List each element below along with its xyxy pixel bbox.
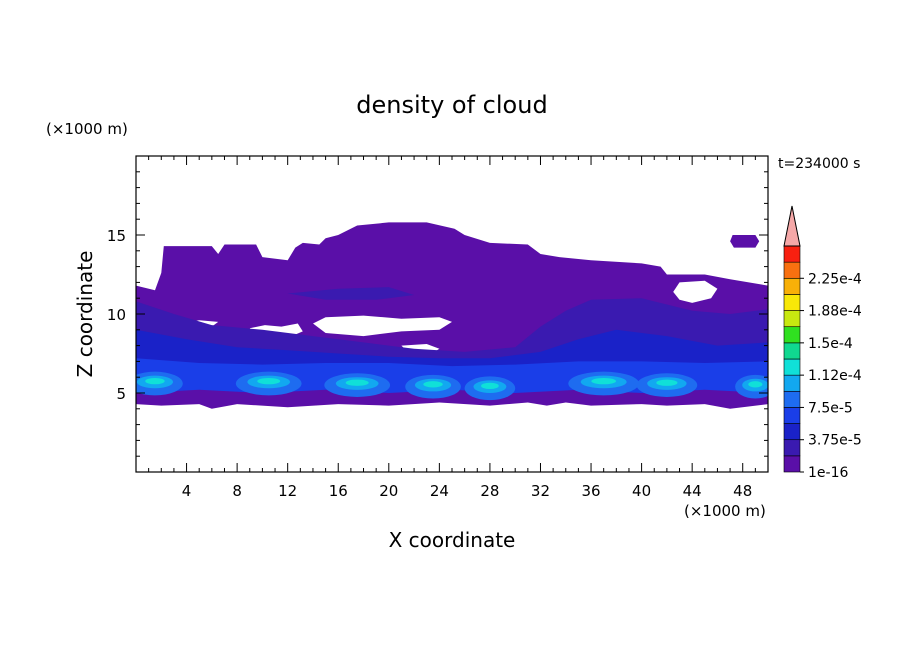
colorbar-label: 1.5e-4 <box>808 336 853 352</box>
x-tick-label: 8 <box>232 482 242 500</box>
colorbar-label: 1.12e-4 <box>808 368 862 384</box>
x-axis-label: X coordinate <box>389 528 516 552</box>
y-tick-label: 10 <box>107 306 126 324</box>
colorbar-swatch <box>783 358 801 376</box>
cloud-core-inner <box>423 381 443 388</box>
x-unit-label: (×1000 m) <box>684 502 766 520</box>
clear-gap <box>673 280 718 303</box>
cloud-core-inner <box>345 379 369 386</box>
x-tick-label: 24 <box>430 482 449 500</box>
colorbar-swatch <box>783 294 801 311</box>
x-tick-label: 16 <box>329 482 348 500</box>
x-tick-label: 36 <box>581 482 600 500</box>
x-tick-label: 44 <box>683 482 702 500</box>
colorbar-swatch <box>783 439 801 457</box>
chart-title: density of cloud <box>356 91 547 119</box>
colorbar: 1e-16 3.75e-5 7.5e-5 1.12e-4 1.5e-4 1.88e-4 2.… <box>783 205 862 481</box>
colorbar-swatch <box>783 261 801 279</box>
y-axis-label: Z coordinate <box>73 251 97 378</box>
colorbar-label: 1e-16 <box>808 465 848 481</box>
cloud-core-inner <box>257 377 281 385</box>
x-tick-label: 4 <box>182 482 192 500</box>
cloud-core-inner <box>656 379 678 386</box>
colorbar-swatch <box>783 390 801 408</box>
clear-gap <box>313 315 452 337</box>
cloud-core-inner <box>748 381 763 388</box>
y-unit-label: (×1000 m) <box>46 120 128 138</box>
colorbar-overflow-arrow <box>783 205 801 247</box>
colorbar-swatch <box>783 310 801 328</box>
colorbar-label: 2.25e-4 <box>808 271 862 287</box>
x-tick-label: 20 <box>379 482 398 500</box>
colorbar-label: 1.88e-4 <box>808 304 862 320</box>
colorbar-swatch <box>783 374 801 392</box>
x-tick-label: 48 <box>733 482 752 500</box>
cloud-core-inner <box>145 377 165 385</box>
y-tick-label: 15 <box>107 227 126 245</box>
y-tick-label: 5 <box>116 385 126 403</box>
colorbar-swatch <box>783 326 801 344</box>
y-axis: 5 10 15 <box>107 171 768 457</box>
x-tick-label: 32 <box>531 482 550 500</box>
x-tick-label: 12 <box>278 482 297 500</box>
x-axis: 4 8 12 16 20 24 28 32 36 40 44 48 <box>148 156 756 500</box>
x-tick-label: 40 <box>632 482 651 500</box>
colorbar-label: 7.5e-5 <box>808 400 853 416</box>
colorbar-swatch <box>783 455 801 473</box>
cloud-patch-upper <box>730 235 760 248</box>
colorbar-label: 3.75e-5 <box>808 433 862 449</box>
colorbar-swatch <box>783 245 801 263</box>
colorbar-swatch <box>783 407 801 424</box>
colorbar-swatch <box>783 423 801 441</box>
cloud-core-inner <box>481 382 499 390</box>
colorbar-swatch <box>783 277 801 295</box>
x-tick-label: 28 <box>480 482 499 500</box>
cloud-core-inner <box>591 377 617 385</box>
cloud-band-level1 <box>287 287 415 300</box>
contour-field <box>136 222 768 409</box>
colorbar-swatch <box>783 342 801 360</box>
time-label: t=234000 s <box>778 156 860 172</box>
